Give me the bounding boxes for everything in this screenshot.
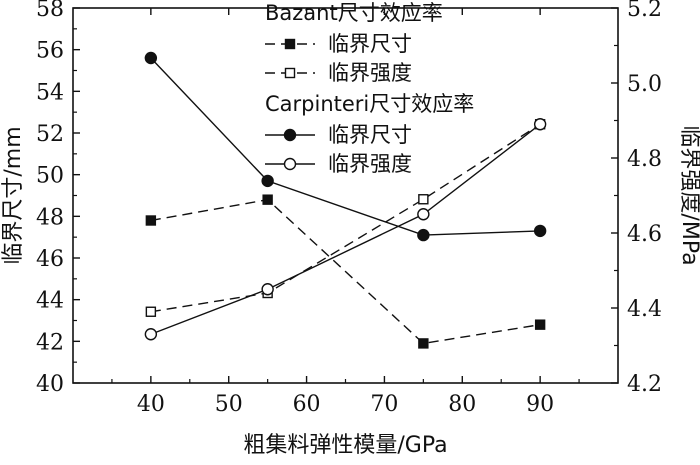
y-right-tick-label: 4.8 (627, 147, 662, 172)
legend-entry-label: 临界强度 (328, 61, 412, 85)
y-right-tick-label: 5.2 (627, 0, 662, 22)
y-left-tick-label: 44 (36, 289, 64, 314)
x-tick-label: 70 (370, 392, 398, 417)
legend: Bazant尺寸效应率临界尺寸临界强度Carpinteri尺寸效应率临界尺寸临界… (265, 1, 474, 176)
data-point-bazant-strength (145, 306, 157, 317)
x-tick-label: 50 (215, 392, 243, 417)
series-line-carpinteri-strength (150, 123, 541, 335)
series-markers (144, 51, 547, 349)
y-left-tick-label: 58 (36, 0, 64, 22)
legend-marker (283, 157, 297, 171)
y-left-tick-label: 54 (36, 80, 64, 105)
data-point-carpinteri-size (261, 174, 274, 188)
data-point-bazant-size (262, 194, 273, 205)
y-left-axis-title: 临界尺寸/mm (1, 126, 26, 264)
legend-entry-label: 临界强度 (328, 152, 412, 176)
y-left-tick-label: 56 (36, 39, 64, 64)
series-line-bazant-strength (150, 123, 541, 313)
x-tick-label: 80 (448, 392, 476, 417)
x-tick-label: 90 (526, 392, 554, 417)
series-line-bazant-size (150, 198, 541, 345)
legend-entry-label: 临界尺寸 (328, 123, 412, 147)
axis-ticks: 40 50 60 70 80 90 40 42 44 46 48 50 52 54 56 58 4.2 4.4 4.… (36, 0, 662, 417)
series-lines (150, 57, 541, 345)
y-right-tick-label: 4.4 (627, 297, 662, 322)
data-point-carpinteri-size (417, 228, 430, 242)
legend-entry-label: 临界尺寸 (328, 32, 412, 56)
data-point-bazant-size (534, 319, 546, 330)
y-left-tick-label: 42 (36, 330, 64, 355)
y-left-tick-label: 48 (36, 205, 64, 230)
x-tick-label: 60 (293, 392, 321, 417)
data-point-carpinteri-size (144, 51, 158, 65)
data-point-carpinteri-strength (144, 328, 158, 341)
legend-marker (284, 67, 296, 79)
data-point-carpinteri-size (533, 224, 547, 238)
y-right-tick-label: 4.6 (627, 222, 662, 247)
y-left-tick-label: 40 (36, 372, 64, 397)
series-line-carpinteri-size (150, 57, 541, 236)
data-point-bazant-size (145, 215, 157, 226)
legend-group-title: Bazant尺寸效应率 (265, 1, 443, 25)
legend-marker (284, 38, 296, 50)
y-left-tick-label: 52 (36, 122, 64, 147)
y-right-axis-title: 临界强度/MPa (677, 125, 700, 265)
legend-group-title: Carpinteri尺寸效应率 (265, 92, 474, 116)
axis-labels: 粗集料弹性模量/GPa 临界尺寸/mm 临界强度/MPa (1, 125, 700, 458)
y-right-tick-label: 4.2 (627, 372, 662, 397)
data-point-carpinteri-strength (261, 283, 274, 296)
data-point-carpinteri-strength (417, 208, 430, 221)
data-point-bazant-strength (418, 194, 429, 205)
data-point-carpinteri-strength (533, 118, 547, 131)
x-tick-label: 40 (137, 392, 165, 417)
x-axis-title: 粗集料弹性模量/GPa (243, 433, 447, 458)
y-right-tick-label: 5.0 (627, 72, 662, 97)
data-point-bazant-size (418, 338, 429, 349)
y-left-tick-label: 46 (36, 247, 64, 272)
legend-marker (283, 128, 297, 142)
y-left-tick-label: 50 (36, 164, 64, 189)
